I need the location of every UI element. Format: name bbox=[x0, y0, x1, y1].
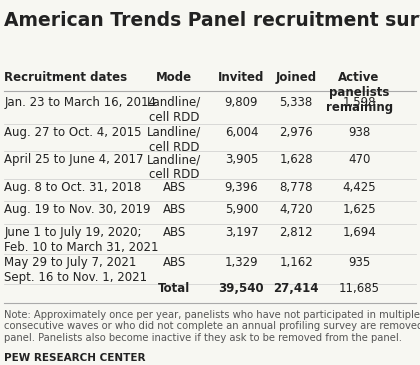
Text: Mode: Mode bbox=[156, 71, 192, 84]
Text: Joined: Joined bbox=[276, 71, 317, 84]
Text: 3,197: 3,197 bbox=[225, 226, 258, 239]
Text: 11,685: 11,685 bbox=[339, 282, 380, 295]
Text: 39,540: 39,540 bbox=[219, 282, 264, 295]
Text: 3,905: 3,905 bbox=[225, 153, 258, 166]
Text: 8,778: 8,778 bbox=[279, 181, 313, 194]
Text: 1,162: 1,162 bbox=[279, 256, 313, 269]
Text: ABS: ABS bbox=[163, 226, 186, 239]
Text: 5,900: 5,900 bbox=[225, 203, 258, 216]
Text: 2,812: 2,812 bbox=[279, 226, 313, 239]
Text: 4,720: 4,720 bbox=[279, 203, 313, 216]
Text: May 29 to July 7, 2021
Sept. 16 to Nov. 1, 2021: May 29 to July 7, 2021 Sept. 16 to Nov. … bbox=[4, 256, 147, 284]
Text: June 1 to July 19, 2020;
Feb. 10 to March 31, 2021: June 1 to July 19, 2020; Feb. 10 to Marc… bbox=[4, 226, 159, 254]
Text: ABS: ABS bbox=[163, 256, 186, 269]
Text: 2,976: 2,976 bbox=[279, 126, 313, 139]
Text: Aug. 19 to Nov. 30, 2019: Aug. 19 to Nov. 30, 2019 bbox=[4, 203, 151, 216]
Text: 935: 935 bbox=[348, 256, 370, 269]
Text: 1,329: 1,329 bbox=[225, 256, 258, 269]
Text: 1,625: 1,625 bbox=[342, 203, 376, 216]
Text: 9,396: 9,396 bbox=[225, 181, 258, 194]
Text: Aug. 27 to Oct. 4, 2015: Aug. 27 to Oct. 4, 2015 bbox=[4, 126, 142, 139]
Text: Landline/
cell RDD: Landline/ cell RDD bbox=[147, 96, 202, 124]
Text: Jan. 23 to March 16, 2014: Jan. 23 to March 16, 2014 bbox=[4, 96, 156, 109]
Text: Invited: Invited bbox=[218, 71, 265, 84]
Text: ABS: ABS bbox=[163, 181, 186, 194]
Text: 938: 938 bbox=[348, 126, 370, 139]
Text: ABS: ABS bbox=[163, 203, 186, 216]
Text: 6,004: 6,004 bbox=[225, 126, 258, 139]
Text: Active
panelists
remaining: Active panelists remaining bbox=[326, 71, 393, 114]
Text: 5,338: 5,338 bbox=[279, 96, 313, 109]
Text: 1,598: 1,598 bbox=[342, 96, 376, 109]
Text: Recruitment dates: Recruitment dates bbox=[4, 71, 127, 84]
Text: PEW RESEARCH CENTER: PEW RESEARCH CENTER bbox=[4, 353, 146, 363]
Text: 27,414: 27,414 bbox=[273, 282, 319, 295]
Text: American Trends Panel recruitment surveys: American Trends Panel recruitment survey… bbox=[4, 11, 420, 30]
Text: 1,628: 1,628 bbox=[279, 153, 313, 166]
Text: Landline/
cell RDD: Landline/ cell RDD bbox=[147, 126, 202, 154]
Text: Aug. 8 to Oct. 31, 2018: Aug. 8 to Oct. 31, 2018 bbox=[4, 181, 142, 194]
Text: 470: 470 bbox=[348, 153, 370, 166]
Text: 4,425: 4,425 bbox=[342, 181, 376, 194]
Text: 1,694: 1,694 bbox=[342, 226, 376, 239]
Text: Total: Total bbox=[158, 282, 190, 295]
Text: Note: Approximately once per year, panelists who have not participated in multip: Note: Approximately once per year, panel… bbox=[4, 310, 420, 343]
Text: Landline/
cell RDD: Landline/ cell RDD bbox=[147, 153, 202, 181]
Text: 9,809: 9,809 bbox=[225, 96, 258, 109]
Text: April 25 to June 4, 2017: April 25 to June 4, 2017 bbox=[4, 153, 144, 166]
